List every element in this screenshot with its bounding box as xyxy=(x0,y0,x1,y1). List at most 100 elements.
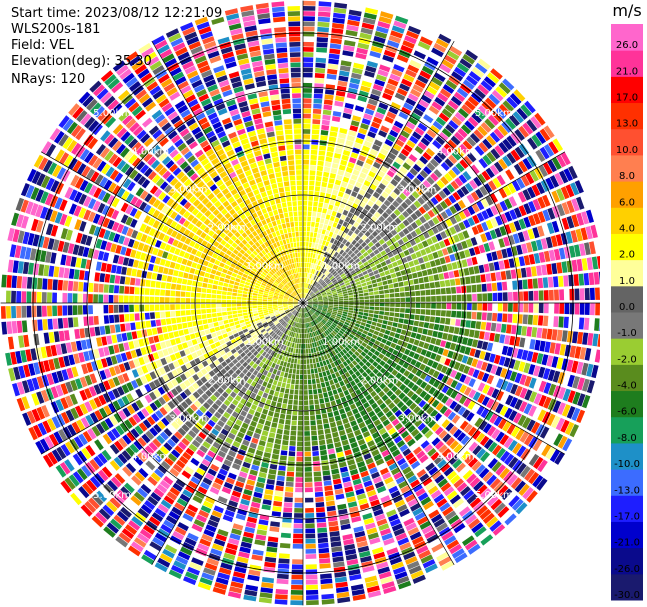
velocity-gate xyxy=(446,183,455,193)
velocity-gate xyxy=(145,405,154,415)
velocity-gate xyxy=(184,537,197,547)
velocity-gate xyxy=(188,443,198,452)
velocity-gate xyxy=(298,405,303,411)
velocity-gate xyxy=(403,378,411,386)
velocity-gate xyxy=(410,393,419,401)
velocity-gate xyxy=(532,198,541,211)
velocity-gate xyxy=(365,375,372,382)
velocity-gate xyxy=(190,304,196,309)
velocity-gate xyxy=(333,328,339,334)
velocity-gate xyxy=(278,418,285,425)
velocity-gate xyxy=(422,328,428,335)
velocity-gate xyxy=(354,267,360,272)
velocity-gate xyxy=(170,564,185,575)
velocity-gate xyxy=(369,303,375,306)
velocity-gate xyxy=(333,299,339,302)
velocity-gate xyxy=(249,354,255,360)
velocity-gate xyxy=(113,365,121,375)
velocity-gate xyxy=(293,311,297,315)
velocity-gate xyxy=(393,64,405,73)
velocity-gate xyxy=(514,146,525,159)
velocity-gate xyxy=(141,329,148,337)
velocity-gate xyxy=(309,332,313,338)
velocity-gate xyxy=(356,251,362,258)
velocity-gate xyxy=(259,368,265,374)
velocity-gate xyxy=(531,134,542,147)
velocity-gate xyxy=(360,470,369,478)
velocity-gate xyxy=(476,484,488,496)
velocity-gate xyxy=(497,506,510,518)
velocity-gate xyxy=(367,131,377,139)
velocity-gate xyxy=(326,385,332,392)
velocity-gate xyxy=(308,384,313,390)
velocity-gate xyxy=(227,369,235,376)
velocity-gate xyxy=(362,330,369,335)
velocity-gate xyxy=(376,107,387,115)
velocity-gate xyxy=(187,566,200,576)
velocity-gate xyxy=(433,42,447,53)
velocity-gate xyxy=(464,120,475,131)
velocity-gate xyxy=(301,344,303,349)
velocity-gate xyxy=(328,231,334,238)
velocity-gate xyxy=(179,391,188,400)
velocity-gate xyxy=(326,253,331,259)
velocity-gate xyxy=(376,364,383,371)
velocity-gate xyxy=(264,387,270,394)
velocity-gate xyxy=(563,168,574,182)
velocity-gate xyxy=(308,263,311,268)
velocity-gate xyxy=(291,315,295,320)
velocity-gate xyxy=(126,404,136,415)
velocity-gate xyxy=(375,74,387,82)
velocity-gate xyxy=(404,470,415,480)
velocity-gate xyxy=(348,369,354,376)
velocity-gate xyxy=(335,284,340,289)
velocity-gate xyxy=(437,478,448,488)
velocity-gate xyxy=(8,367,16,382)
velocity-gate xyxy=(294,353,298,359)
velocity-gate xyxy=(249,360,255,367)
velocity-gate xyxy=(247,447,256,454)
velocity-gate xyxy=(441,108,453,119)
velocity-gate xyxy=(450,390,459,399)
velocity-gate xyxy=(407,527,420,536)
velocity-gate xyxy=(403,144,413,153)
velocity-gate xyxy=(273,307,278,310)
velocity-gate xyxy=(441,59,454,70)
velocity-gate xyxy=(406,233,413,241)
velocity-gate xyxy=(394,333,401,339)
velocity-gate xyxy=(320,280,325,285)
velocity-gate xyxy=(265,399,272,405)
velocity-gate xyxy=(318,303,323,305)
velocity-gate xyxy=(354,300,359,303)
velocity-gate xyxy=(557,387,566,400)
velocity-gate xyxy=(344,279,350,284)
velocity-gate xyxy=(433,274,440,281)
velocity-gate xyxy=(385,340,392,347)
velocity-gate xyxy=(332,292,338,295)
velocity-gate xyxy=(355,535,367,543)
velocity-gate xyxy=(126,431,136,442)
velocity-gate xyxy=(202,402,211,410)
velocity-gate xyxy=(422,477,433,487)
velocity-gate xyxy=(305,343,308,349)
velocity-gate xyxy=(158,334,165,342)
velocity-gate xyxy=(209,514,221,523)
velocity-gate xyxy=(556,329,563,342)
velocity-gate xyxy=(550,235,558,247)
velocity-gate xyxy=(497,313,503,322)
velocity-gate xyxy=(204,329,211,335)
velocity-gate xyxy=(545,446,556,460)
velocity-gate xyxy=(385,156,394,165)
velocity-gate xyxy=(363,517,375,525)
velocity-gate xyxy=(324,257,328,263)
velocity-gate xyxy=(553,433,564,447)
velocity-gate xyxy=(322,307,328,310)
velocity-gate xyxy=(297,426,303,431)
velocity-gate xyxy=(211,303,216,308)
velocity-gate xyxy=(473,265,480,274)
velocity-gate xyxy=(360,220,367,227)
velocity-gate xyxy=(366,60,378,68)
velocity-gate xyxy=(247,306,252,309)
velocity-gate xyxy=(251,321,257,326)
velocity-gate xyxy=(364,238,371,244)
